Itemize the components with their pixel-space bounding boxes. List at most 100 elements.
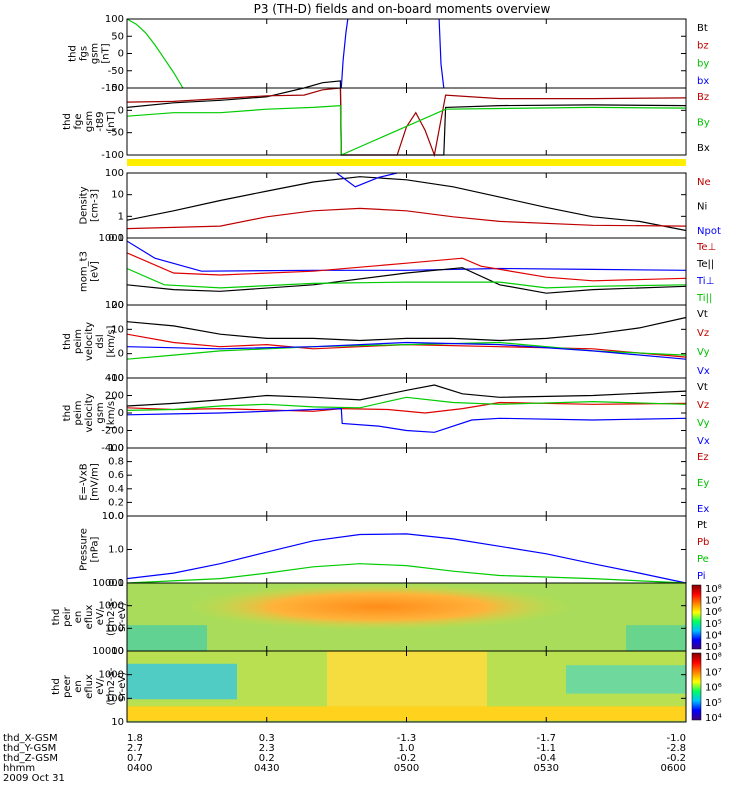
y-axis-label: [km/s] [106,325,117,357]
y-axis-label: gsm [90,43,101,64]
y-axis-label: eV/ [95,608,106,625]
series-pe [126,563,687,584]
panel-10: 10⁸ 10⁷ 10⁶ 10⁵ 10⁴ 10000 1000 100 10 thd peer en ef… [51,646,722,728]
legend-vy: Vy [697,347,710,358]
y-axis-label: -t89 [95,111,106,131]
y-axis-label: eflux [84,674,95,699]
legend-ne: Ne [697,177,711,188]
legend-ez: Ez [697,452,709,463]
y-tick-label: 10000 [92,578,124,589]
x-row-value: -0.2 [666,753,686,764]
y-axis-label: peim [73,329,84,354]
y-tick-label: 0.1 [108,578,124,589]
legend-ti||: Ti|| [696,293,712,304]
y-tick-label: 1000 [99,233,124,244]
series-ni [126,176,687,232]
y-axis-label: fgs [79,46,90,61]
y-axis-label: gsm [95,402,106,423]
x-row-label: hhmm [3,763,35,774]
colorbar-label: 10⁷ [705,667,722,678]
y-tick-label: 10.0 [102,511,124,522]
y-axis-label: (cm2-s- [106,598,117,636]
y-axis-label: [mV/m] [90,463,101,501]
y-tick-label: 0.8 [108,457,124,468]
y-tick-label: 1000 [99,670,124,681]
y-tick-label: 0.2 [108,497,124,508]
y-tick-label: -100 [101,150,124,161]
y-axis-label: thd [68,45,79,62]
y-tick-label: -200 [101,426,124,437]
series-pi [126,533,687,584]
y-axis-label: [nPa] [90,536,101,562]
y-axis-label: fge [73,113,84,129]
y-axis-label: sr-eV) [117,602,128,631]
y-tick-label: 50 [111,31,124,42]
y-tick-label: 100 [105,623,124,634]
panel-frame [126,18,687,89]
panel-7: 1.0 0.8 0.6 0.4 0.2 0.0 E=-VxB [mV/m] Ez Ey Ex [79,443,710,522]
series-vy [126,341,687,360]
series-vz [126,401,687,414]
y-tick-label: -50 [108,128,124,139]
y-tick-label: 400 [105,373,124,384]
legend-bx: bx [697,76,709,87]
x-row-value: 0430 [254,763,279,774]
status-bar [127,159,686,166]
series-npot [336,172,398,188]
series-bz [126,87,687,158]
series-bx [126,80,687,156]
legend-ni: Ni [697,202,707,213]
legend-bz: bz [697,41,709,52]
y-axis-label: thd [51,678,62,695]
colorbar-label: 10⁴ [705,630,722,641]
legend-vt: Vt [697,382,708,393]
panel-8: 10.0 1.0 0.1 Pressure [nPa] Pt Pb Pe Pi [79,511,710,589]
series-ti⊥ [126,240,687,272]
x-row-value: -1.0 [666,733,686,744]
series-bx [340,18,349,89]
y-axis-label: peim [73,400,84,425]
x-row-value: 1.0 [399,743,415,754]
y-tick-label: -400 [101,443,124,454]
y-axis-label: dsl [95,334,106,348]
colorbar-label: 10⁵ [705,619,722,630]
heatmap-cyan-left [127,663,237,700]
x-row-value: 0.7 [127,753,143,764]
heatmap-peak [127,583,686,651]
y-axis-label: mom_t3 [79,251,90,292]
x-row-label: thd_Y-GSM [3,743,56,754]
y-axis-label: sr-eV) [117,672,128,701]
y-tick-label: 100 [105,693,124,704]
heatmap-mid-yellow [327,651,487,708]
legend-ti⊥: Ti⊥ [696,276,714,287]
y-tick-label: 0 [118,105,124,116]
x-row-value: -0.2 [397,753,417,764]
legend-vx: Vx [697,366,710,377]
legend-npot: Npot [697,226,721,237]
x-row-value: 0.3 [259,733,275,744]
panel-3: 100 10 1 0.1 Density [cm-3] Ne Ni Npot [79,168,721,244]
legend-ex: Ex [697,504,709,515]
x-row-value: 0600 [661,763,686,774]
series-ti|| [126,267,687,289]
y-axis-label: en [73,611,84,624]
y-tick-label: 0 [118,408,124,419]
y-tick-label: 100 [105,14,124,25]
x-row-value: -1.1 [536,743,556,754]
y-axis-label: peer [62,674,73,698]
series-bx2 [438,18,445,89]
series-te|| [126,267,687,294]
panel-frame [126,515,687,584]
y-tick-label: 0 [118,49,124,60]
x-row-value: -2.8 [666,743,686,754]
y-axis-label: thd [62,113,73,130]
y-axis-label: eV/ [95,678,106,695]
y-tick-label: 0.1 [108,233,124,244]
y-tick-label: 1000 [99,601,124,612]
y-axis-label: Density [79,186,90,224]
series-vz [126,333,687,358]
y-tick-label: 1.0 [108,545,124,556]
